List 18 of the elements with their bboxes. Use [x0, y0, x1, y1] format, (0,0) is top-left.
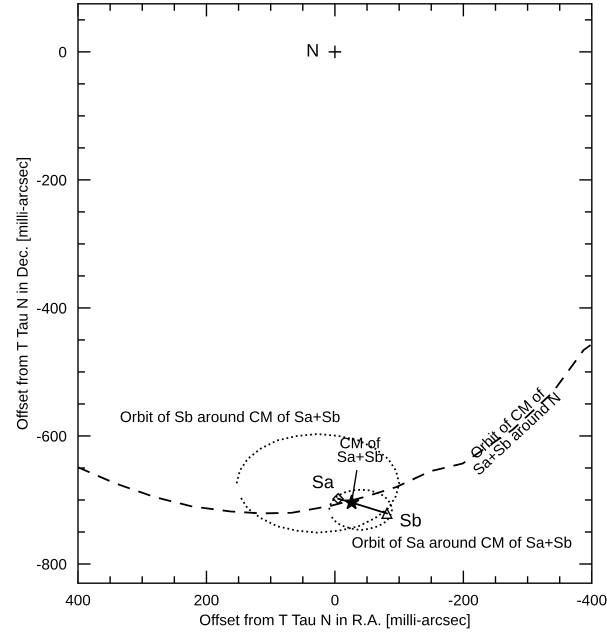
- x-tick-label: 0: [331, 594, 339, 606]
- x-tick-label: 400: [66, 594, 90, 606]
- y-axis-title: Offset from T Tau N in Dec. [milli-arcsec]: [16, 158, 31, 430]
- annotation: N: [308, 44, 318, 57]
- annotation: CM of Sa+Sb: [337, 437, 382, 462]
- x-axis-title: Offset from T Tau N in R.A. [milli-arcsec]: [200, 614, 470, 628]
- annotation: Sb: [400, 513, 421, 527]
- y-tick-label: -600: [36, 430, 66, 442]
- x-tick-label: 200: [194, 594, 219, 606]
- annotation: Orbit of Sb around CM of Sa+Sb: [120, 410, 340, 422]
- x-tick-label: -400: [577, 594, 607, 606]
- y-tick-label: -200: [36, 174, 66, 186]
- annotation: Sa: [312, 475, 334, 488]
- x-tick-label: -200: [448, 594, 478, 606]
- annotation: Orbit of Sa around CM of Sa+Sb: [352, 536, 572, 548]
- y-tick-label: -400: [36, 302, 66, 314]
- y-tick-label: 0: [58, 46, 66, 58]
- y-tick-label: -800: [36, 558, 66, 570]
